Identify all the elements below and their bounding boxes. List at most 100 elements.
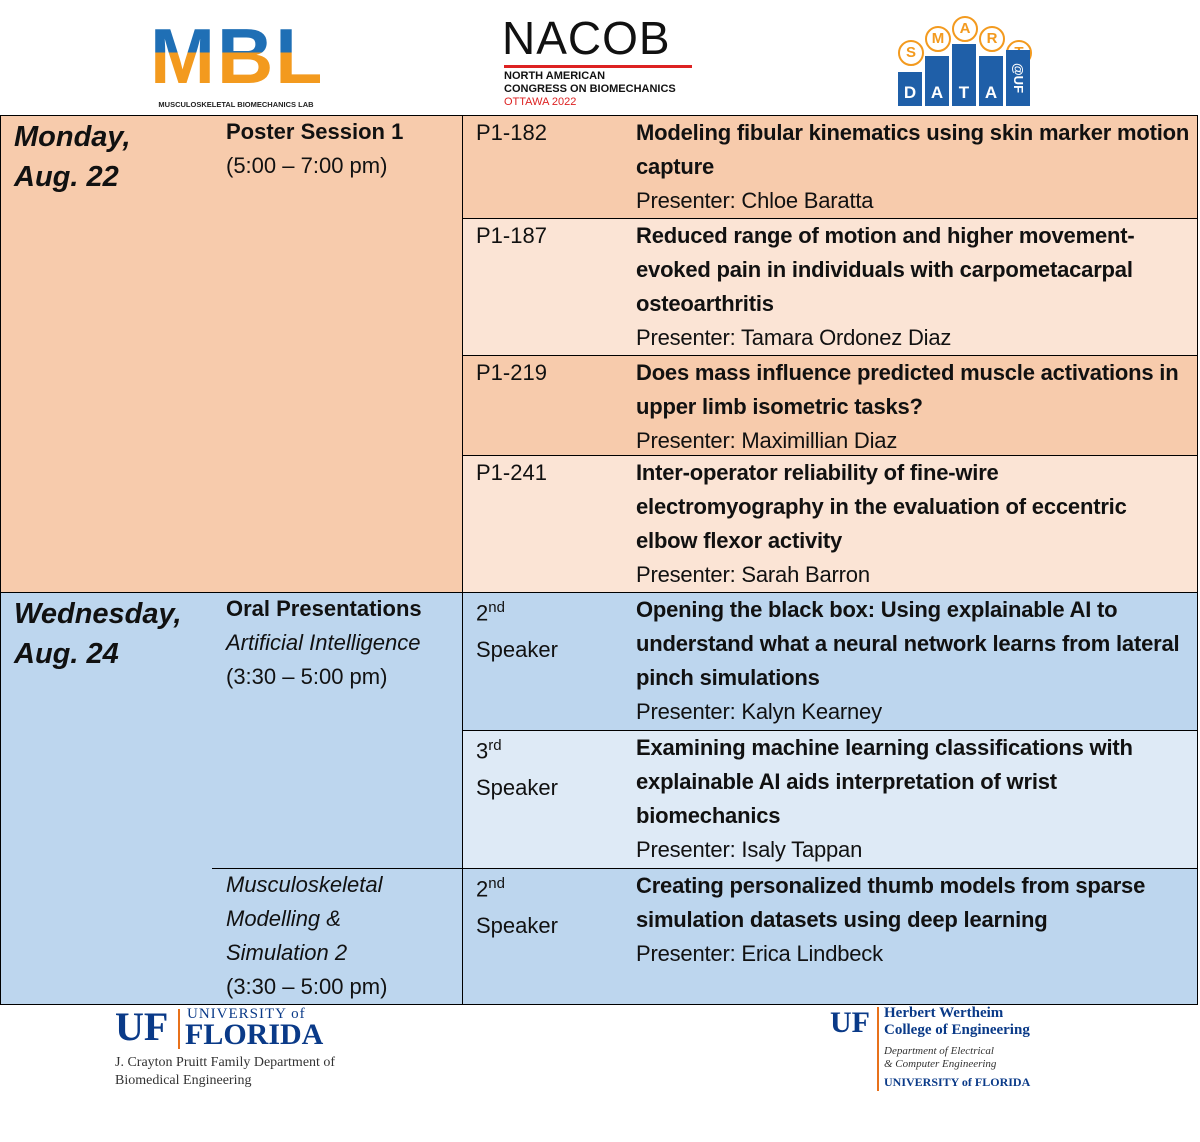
talk-title: Creating personalized thumb models from … bbox=[636, 873, 1146, 932]
table-border bbox=[1197, 115, 1198, 1005]
table-border bbox=[0, 1004, 1198, 1005]
uf-mark: UF bbox=[115, 1004, 169, 1049]
talk-row bbox=[462, 115, 1198, 218]
speaker-ordinal: 2nd bbox=[476, 869, 616, 904]
smart-letter: R bbox=[979, 26, 1005, 52]
ordinal: 2 bbox=[476, 876, 489, 902]
talk-id: P1-241 bbox=[476, 460, 547, 485]
uf-eng-dept: Department of Electrical bbox=[884, 1045, 994, 1057]
nacob-rule bbox=[504, 65, 692, 68]
uf-eng-university: UNIVERSITY of FLORIDA bbox=[884, 1075, 1031, 1089]
uf-dept: J. Crayton Pruitt Family Department of bbox=[115, 1055, 336, 1070]
session-topic: Artificial Intelligence bbox=[226, 630, 421, 655]
talk-row bbox=[462, 218, 1198, 355]
session-time: (3:30 – 5:00 pm) bbox=[226, 664, 388, 689]
speaker-ordinal: 2nd bbox=[476, 593, 616, 628]
talk-presenter: Presenter: Erica Lindbeck bbox=[636, 941, 883, 966]
uf-eng-dept: & Computer Engineering bbox=[884, 1058, 997, 1070]
uf-rule bbox=[178, 1009, 180, 1049]
smart-letter: A bbox=[952, 16, 978, 42]
table-border bbox=[462, 730, 1198, 731]
day-cell bbox=[0, 592, 462, 1005]
session-time: (3:30 – 5:00 pm) bbox=[226, 974, 388, 999]
talk-text: Examining machine learning classificatio… bbox=[636, 731, 1192, 867]
uf-mark: UF bbox=[830, 1006, 870, 1039]
session-label: Oral Presentations Artificial Intelligenc… bbox=[226, 592, 458, 694]
ordinal: 3 bbox=[476, 738, 489, 764]
talk-id: 3rd Speaker bbox=[476, 731, 616, 810]
talk-title: Opening the black box: Using explainable… bbox=[636, 597, 1180, 690]
session-label: Musculoskeletal Modelling & Simulation 2… bbox=[226, 868, 458, 1004]
talk-row bbox=[462, 592, 1198, 730]
day-label: Monday, Aug. 22 bbox=[14, 117, 209, 197]
talk-presenter: Presenter: Isaly Tappan bbox=[636, 837, 863, 862]
uf-eng-logo: UF Herbert Wertheim College of Engineeri… bbox=[830, 1005, 1070, 1095]
talk-presenter: Presenter: Kalyn Kearney bbox=[636, 699, 882, 724]
uf-eng-line: Herbert Wertheim bbox=[884, 1005, 1004, 1021]
speaker-label: Speaker bbox=[476, 775, 558, 801]
talk-row bbox=[462, 455, 1198, 592]
talk-id: P1-187 bbox=[476, 223, 547, 248]
nacob-name: NACOB bbox=[502, 12, 671, 64]
day-line: Monday, bbox=[14, 121, 131, 153]
day-line: Aug. 24 bbox=[14, 638, 119, 670]
speaker-label: Speaker bbox=[476, 913, 558, 939]
talk-presenter: Presenter: Maximillian Diaz bbox=[636, 428, 898, 453]
table-border bbox=[462, 355, 1198, 356]
speaker-ordinal: 3rd bbox=[476, 731, 616, 766]
table-border bbox=[0, 115, 1, 1005]
talk-row bbox=[462, 355, 1198, 455]
uf-dept: Biomedical Engineering bbox=[115, 1073, 252, 1088]
talk-title: Modeling fibular kinematics using skin m… bbox=[636, 120, 1190, 179]
smart-bar: A bbox=[979, 56, 1003, 106]
day-cell bbox=[0, 115, 462, 592]
smart-bar: T bbox=[952, 44, 976, 106]
smart-bar: D bbox=[898, 72, 922, 106]
day-label: Wednesday, Aug. 24 bbox=[14, 594, 209, 674]
talk-id: P1-182 bbox=[476, 120, 547, 145]
session-label: Poster Session 1 (5:00 – 7:00 pm) bbox=[226, 115, 458, 183]
talk-text: Opening the black box: Using explainable… bbox=[636, 593, 1192, 729]
talk-presenter: Presenter: Sarah Barron bbox=[636, 562, 870, 587]
talk-row bbox=[462, 868, 1198, 1005]
talk-title: Does mass influence predicted muscle act… bbox=[636, 360, 1179, 419]
uf-florida: FLORIDA bbox=[185, 1018, 324, 1051]
talk-presenter: Presenter: Tamara Ordonez Diaz bbox=[636, 325, 952, 350]
table-border bbox=[462, 218, 1198, 219]
smart-bar: A bbox=[925, 56, 949, 106]
talk-title: Examining machine learning classificatio… bbox=[636, 735, 1133, 828]
day-line: Wednesday, bbox=[14, 598, 182, 630]
table-border bbox=[0, 115, 1198, 116]
smart-letter: M bbox=[925, 26, 951, 52]
session-topic: Musculoskeletal Modelling & Simulation 2 bbox=[226, 872, 383, 965]
talk-title: Reduced range of motion and higher movem… bbox=[636, 223, 1135, 316]
uf-rule bbox=[877, 1007, 879, 1091]
smart-data-logo: SMARTDATA@UF bbox=[893, 10, 1043, 106]
talk-row bbox=[462, 730, 1198, 868]
talk-text: Does mass influence predicted muscle act… bbox=[636, 356, 1192, 458]
talk-text: Inter-operator reliability of fine-wire … bbox=[636, 456, 1192, 592]
talk-id: 2nd Speaker bbox=[476, 593, 616, 672]
uf-eng-line: College of Engineering bbox=[884, 1022, 1030, 1038]
talk-text: Reduced range of motion and higher movem… bbox=[636, 219, 1192, 355]
table-border bbox=[462, 455, 1198, 456]
schedule-table: Monday, Aug. 22 Poster Session 1 (5:00 – 7:… bbox=[0, 115, 1198, 1005]
speaker-label: Speaker bbox=[476, 637, 558, 663]
talk-text: Creating personalized thumb models from … bbox=[636, 869, 1192, 971]
nacob-line: NORTH AMERICAN bbox=[504, 70, 606, 82]
ordinal: 2 bbox=[476, 600, 489, 626]
mbl-letters: MBL bbox=[150, 12, 325, 100]
ordinal-suffix: rd bbox=[488, 737, 502, 754]
ordinal-suffix: nd bbox=[488, 875, 505, 892]
talk-presenter: Presenter: Chloe Baratta bbox=[636, 188, 874, 213]
nacob-logo: NACOB NORTH AMERICAN CONGRESS ON BIOMECH… bbox=[502, 12, 702, 112]
talk-id: 2nd Speaker bbox=[476, 869, 616, 948]
smart-tag: @UF bbox=[1006, 50, 1030, 106]
smart-letter: S bbox=[898, 40, 924, 66]
session-time: (5:00 – 7:00 pm) bbox=[226, 153, 388, 178]
day-line: Aug. 22 bbox=[14, 161, 119, 193]
nacob-line: CONGRESS ON BIOMECHANICS bbox=[504, 83, 676, 95]
mbl-caption: MUSCULOSKELETAL BIOMECHANICS LAB bbox=[158, 100, 314, 109]
ordinal-suffix: nd bbox=[488, 599, 505, 616]
